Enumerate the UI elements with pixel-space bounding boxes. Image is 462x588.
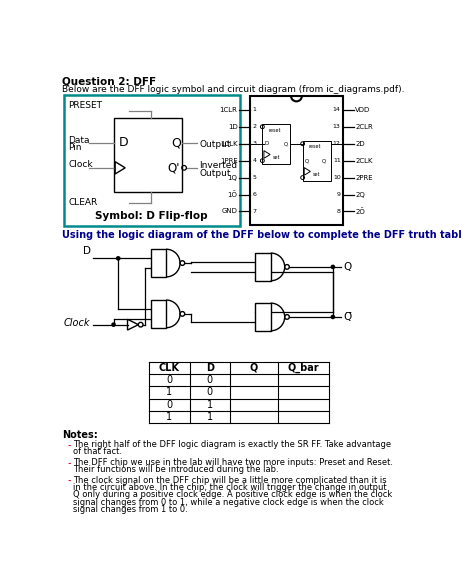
- Text: set: set: [273, 155, 280, 160]
- Text: 1: 1: [166, 387, 172, 397]
- Text: 2D: 2D: [355, 141, 365, 147]
- Text: Q: Q: [171, 136, 181, 149]
- Text: Q: Q: [249, 363, 258, 373]
- Text: D: D: [83, 246, 91, 256]
- Text: 7: 7: [252, 209, 256, 214]
- Text: Clock: Clock: [64, 318, 91, 328]
- Text: D: D: [119, 136, 128, 149]
- Text: The DFF chip we use in the lab will have two more inputs: Preset and Reset.: The DFF chip we use in the lab will have…: [73, 458, 393, 467]
- Text: The right half of the DFF logic diagram is exactly the SR FF. Take advantage: The right half of the DFF logic diagram …: [73, 440, 391, 449]
- Text: Q_bar: Q_bar: [288, 363, 319, 373]
- Text: 0: 0: [166, 400, 172, 410]
- Text: Q: Q: [322, 158, 327, 163]
- Text: of that fact.: of that fact.: [73, 447, 122, 456]
- Text: -: -: [68, 458, 71, 468]
- Text: PRESET: PRESET: [68, 101, 103, 109]
- Text: Using the logic diagram of the DFF below to complete the DFF truth table.: Using the logic diagram of the DFF below…: [62, 230, 462, 240]
- Text: 1: 1: [207, 400, 213, 410]
- Bar: [151, 249, 166, 277]
- Text: The clock signal on the DFF chip will be a little more complicated than it is: The clock signal on the DFF chip will be…: [73, 476, 387, 485]
- Text: D: D: [265, 141, 269, 146]
- Text: Data: Data: [68, 136, 90, 145]
- Text: CLEAR: CLEAR: [68, 198, 98, 208]
- Bar: [64, 95, 240, 226]
- Text: 2CLR: 2CLR: [355, 123, 373, 130]
- Bar: [250, 96, 343, 225]
- Text: CLK: CLK: [159, 363, 180, 373]
- Text: 8: 8: [337, 209, 340, 214]
- Text: -: -: [68, 476, 71, 486]
- Text: 13: 13: [333, 124, 340, 129]
- Text: 1Q: 1Q: [228, 175, 237, 181]
- Text: VDD: VDD: [355, 107, 371, 113]
- Text: 11: 11: [333, 158, 340, 163]
- Text: 1CLR: 1CLR: [219, 107, 237, 113]
- Text: Symbol: D Flip-flop: Symbol: D Flip-flop: [95, 212, 208, 222]
- Text: Inverted: Inverted: [200, 161, 238, 170]
- Text: -: -: [68, 440, 71, 450]
- Text: 6: 6: [252, 192, 256, 197]
- Text: 14: 14: [333, 108, 340, 112]
- Text: in the circuit above. In the chip, the clock will trigger the change in output: in the circuit above. In the chip, the c…: [73, 483, 387, 492]
- Text: 10: 10: [333, 175, 340, 180]
- Text: 1: 1: [166, 412, 172, 422]
- Text: Below are the DFF logic symbol and circuit diagram (from ic_diagrams.pdf).: Below are the DFF logic symbol and circu…: [62, 85, 405, 94]
- Text: 1D: 1D: [228, 123, 237, 130]
- Text: 2PRE: 2PRE: [355, 175, 373, 181]
- Text: GND: GND: [222, 209, 237, 215]
- Bar: [255, 253, 271, 281]
- Text: Q': Q': [168, 161, 180, 174]
- Text: reset: reset: [309, 145, 321, 149]
- Text: 1: 1: [207, 412, 213, 422]
- Text: 3: 3: [252, 141, 256, 146]
- Text: Question 2: DFF: Question 2: DFF: [62, 76, 157, 86]
- Text: Q: Q: [284, 141, 288, 146]
- Text: 5: 5: [252, 175, 256, 180]
- Text: Pin: Pin: [68, 143, 82, 152]
- Text: reset: reset: [268, 128, 281, 132]
- Text: set: set: [313, 172, 320, 177]
- Text: 2Q: 2Q: [355, 192, 365, 198]
- Text: 9: 9: [337, 192, 340, 197]
- Bar: [151, 300, 166, 328]
- Text: Q̅: Q̅: [343, 312, 351, 322]
- Text: Clock: Clock: [68, 161, 93, 169]
- Circle shape: [116, 256, 121, 260]
- Circle shape: [111, 322, 116, 327]
- Circle shape: [330, 265, 335, 269]
- Text: Q: Q: [343, 262, 351, 272]
- Bar: [303, 141, 330, 181]
- Circle shape: [330, 315, 335, 319]
- Text: Notes:: Notes:: [62, 430, 98, 440]
- Text: signal changes from 0 to 1, while a negative clock edge is when the clock: signal changes from 0 to 1, while a nega…: [73, 497, 384, 506]
- Text: D: D: [206, 363, 213, 373]
- Text: 0: 0: [207, 375, 213, 385]
- Text: 1: 1: [252, 108, 256, 112]
- Text: 1PRE: 1PRE: [220, 158, 237, 163]
- Text: 4: 4: [252, 158, 256, 163]
- Text: 0: 0: [166, 375, 172, 385]
- Text: Their functions will be introduced during the lab.: Their functions will be introduced durin…: [73, 465, 279, 474]
- Text: 1CLK: 1CLK: [220, 141, 237, 147]
- Text: Q: Q: [305, 158, 310, 163]
- Bar: [114, 118, 182, 192]
- Text: Q only during a positive clock edge. A positive clock edge is when the clock: Q only during a positive clock edge. A p…: [73, 490, 393, 499]
- Text: 1Ō: 1Ō: [228, 191, 237, 198]
- Text: Output: Output: [200, 169, 231, 178]
- Bar: [255, 303, 271, 331]
- Text: signal changes from 1 to 0.: signal changes from 1 to 0.: [73, 505, 188, 514]
- Text: Output: Output: [200, 139, 231, 149]
- Text: 2Ō: 2Ō: [355, 208, 365, 215]
- Bar: [262, 123, 290, 163]
- Text: 2CLK: 2CLK: [355, 158, 373, 163]
- Text: 0: 0: [207, 387, 213, 397]
- Text: 12: 12: [333, 141, 340, 146]
- Text: 2: 2: [252, 124, 256, 129]
